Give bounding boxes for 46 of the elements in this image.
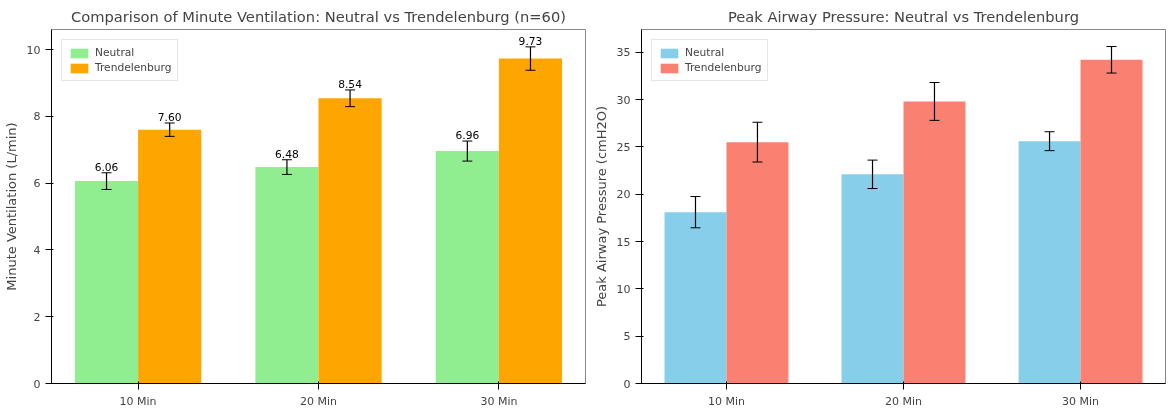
y-tick-label: 35 [616, 46, 631, 60]
data-label: 6.06 [94, 160, 119, 174]
bar [841, 174, 904, 384]
legend-label: Neutral [685, 46, 725, 59]
bar [74, 181, 139, 384]
bar [726, 142, 789, 384]
bar [903, 101, 966, 384]
y-tick-label: 15 [616, 235, 631, 249]
x-tick-label: 30 Min [480, 394, 518, 408]
bar [664, 212, 727, 384]
data-label: 8.54 [338, 77, 363, 91]
legend-label: Trendelenburg [95, 61, 172, 74]
y-tick-label: 20 [616, 188, 631, 202]
bar [1080, 59, 1143, 384]
data-label: 6.48 [275, 147, 300, 161]
y-tick-label: 2 [33, 310, 41, 324]
y-tick-label: 0 [33, 377, 41, 391]
y-tick-label: 10 [26, 43, 41, 57]
bar [498, 58, 563, 384]
y-tick-label: 0 [623, 377, 631, 391]
bar [138, 129, 202, 384]
y-tick-label: 5 [623, 330, 631, 344]
chart-title: Peak Airway Pressure: Neutral vs Trendelenburg [728, 7, 1079, 25]
chart-title: Comparison of Minute Ventilation: Neutral vs Trendelenburg (n=60) [71, 7, 566, 25]
y-tick-label: 25 [616, 140, 631, 154]
bar [1018, 141, 1081, 384]
x-tick-label: 20 Min [299, 394, 338, 408]
bar [435, 151, 499, 384]
data-label: 6.96 [455, 129, 480, 143]
y-axis-title: Minute Ventilation (L/min) [3, 122, 19, 291]
x-tick-label: 20 Min [884, 394, 923, 408]
x-tick-label: 10 Min [119, 394, 157, 408]
legend-label: Trendelenburg [685, 61, 762, 74]
x-tick-label: 30 Min [1062, 394, 1100, 408]
data-label: 7.60 [157, 111, 182, 125]
legend-label: Neutral [95, 46, 135, 59]
y-axis-title: Peak Airway Pressure (cmH2O) [593, 105, 609, 308]
y-tick-label: 6 [33, 177, 41, 191]
y-tick-label: 10 [616, 282, 631, 296]
y-tick-label: 30 [616, 93, 631, 107]
bar [318, 98, 382, 384]
data-label: 9.73 [518, 34, 543, 48]
bar [255, 167, 319, 384]
x-tick-label: 10 Min [707, 394, 746, 408]
y-tick-label: 8 [33, 110, 41, 124]
y-tick-label: 4 [33, 243, 41, 257]
